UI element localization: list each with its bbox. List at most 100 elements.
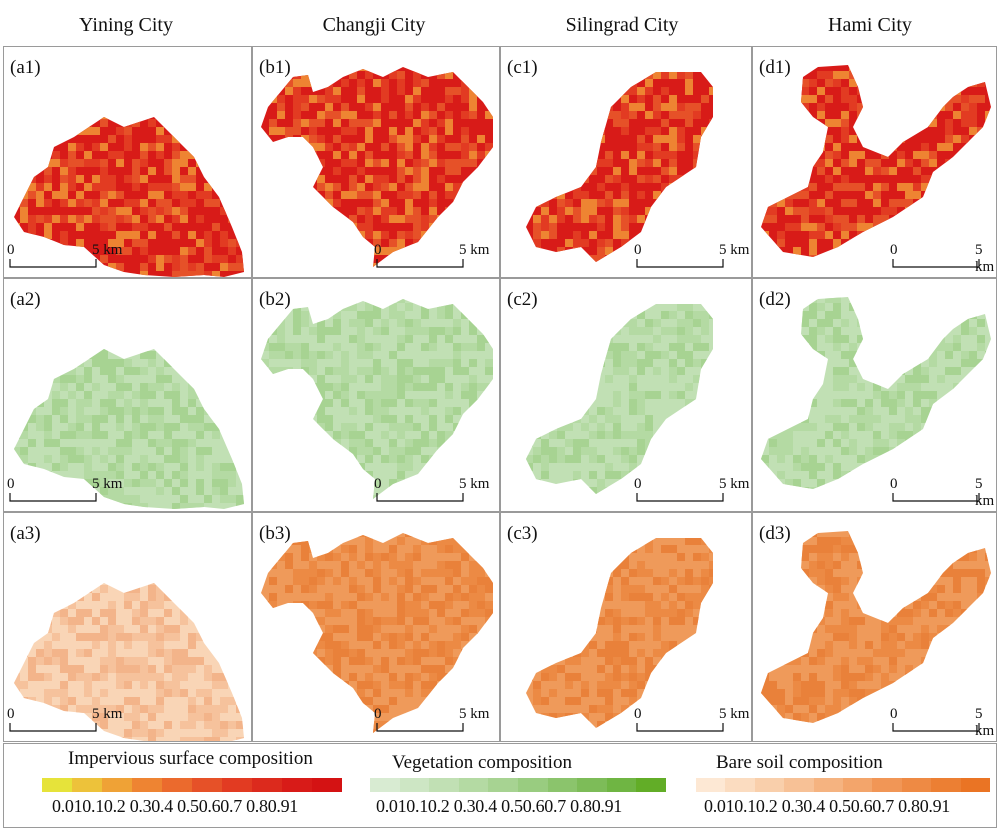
colorbar-swatch — [399, 778, 430, 792]
legend-ticks-vegetation: 0.010.10.2 0.30.4 0.50.60.7 0.80.91 — [376, 796, 623, 816]
city-raster-map — [9, 583, 244, 741]
colorbar-swatch — [42, 778, 72, 792]
city-raster-map — [526, 538, 724, 732]
colorbar-swatch — [488, 778, 518, 792]
scalebar-distance: 5 km — [92, 476, 123, 492]
colorbar-swatch — [517, 778, 548, 792]
colorbar-swatch — [843, 778, 873, 792]
column-title: Hami City — [828, 14, 912, 36]
city-raster-map — [526, 304, 724, 502]
panel-label: (a1) — [10, 57, 41, 78]
legend-title-baresoil: Bare soil composition — [716, 752, 883, 773]
column-title: Yining City — [79, 14, 173, 36]
city-raster-map — [761, 531, 991, 732]
map-panel-baresoil-1: (a3) 0 5 km — [3, 512, 252, 742]
colorbar-swatch — [429, 778, 459, 792]
colorbar-vegetation — [370, 778, 666, 792]
colorbar-swatch — [252, 778, 282, 792]
scalebar-line — [892, 723, 980, 732]
scalebar-line — [636, 723, 724, 732]
colorbar-swatch — [547, 778, 578, 792]
scalebar-distance: 5 km — [459, 242, 490, 258]
colorbar-swatch — [72, 778, 102, 792]
scalebar-distance: 5 km — [975, 476, 995, 509]
legend: Impervious surface composition 0.010.10.… — [3, 743, 997, 828]
legend-title-impervious: Impervious surface composition — [68, 748, 313, 769]
colorbar-swatch — [784, 778, 814, 792]
panel-label: (c2) — [507, 289, 538, 310]
colorbar-baresoil — [696, 778, 991, 792]
map-panel-vegetation-4: (d2) 0 5 km — [752, 278, 997, 512]
map-panel-impervious-4: (d1) 0 5 km — [752, 46, 997, 278]
scalebar-distance: 5 km — [459, 476, 490, 492]
colorbar-impervious — [42, 778, 342, 792]
scalebar-distance: 5 km — [975, 706, 995, 739]
map-panel-vegetation-2: (b2) 0 5 km — [252, 278, 500, 512]
city-raster-map — [261, 299, 493, 502]
colorbar-swatch — [370, 778, 400, 792]
scalebar-distance: 5 km — [92, 242, 123, 258]
map-panel-baresoil-4: (d3) 0 5 km — [752, 512, 997, 742]
column-title: Changji City — [322, 14, 426, 36]
colorbar-swatch — [813, 778, 844, 792]
scalebar-line — [376, 723, 464, 732]
colorbar-swatch — [636, 778, 666, 792]
city-raster-map — [526, 72, 724, 268]
colorbar-swatch — [606, 778, 637, 792]
legend-ticks-baresoil: 0.010.10.2 0.30.4 0.50.60.7 0.80.91 — [704, 796, 951, 816]
map-panel-baresoil-3: (c3) 0 5 km — [500, 512, 752, 742]
colorbar-swatch — [901, 778, 932, 792]
colorbar-swatch — [282, 778, 312, 792]
scalebar-zero: 0 — [374, 242, 382, 258]
city-raster-map — [261, 67, 493, 268]
colorbar-swatch — [577, 778, 607, 792]
colorbar-swatch — [458, 778, 489, 792]
scalebar-line — [636, 493, 724, 502]
legend-ticks-impervious: 0.010.10.2 0.30.4 0.50.60.7 0.80.91 — [52, 796, 299, 816]
colorbar-swatch — [162, 778, 192, 792]
city-raster-map — [9, 349, 244, 509]
colorbar-swatch — [102, 778, 132, 792]
colorbar-swatch — [725, 778, 755, 792]
scalebar-zero: 0 — [374, 706, 382, 722]
scalebar-line — [9, 723, 97, 732]
panel-label: (a2) — [10, 289, 41, 310]
city-raster-map — [761, 297, 991, 502]
colorbar-swatch — [931, 778, 961, 792]
scalebar-line — [9, 493, 97, 502]
scalebar-distance: 5 km — [719, 242, 750, 258]
scalebar-zero: 0 — [374, 476, 382, 492]
scalebar-line — [376, 259, 464, 268]
panel-label: (d3) — [759, 523, 791, 544]
scalebar-zero: 0 — [890, 476, 898, 492]
scalebar-distance: 5 km — [92, 706, 123, 722]
panel-label: (d1) — [759, 57, 791, 78]
map-panel-vegetation-3: (c2) 0 5 km — [500, 278, 752, 512]
scalebar-zero: 0 — [890, 706, 898, 722]
scalebar-distance: 5 km — [719, 476, 750, 492]
legend-title-vegetation: Vegetation composition — [392, 752, 572, 773]
city-raster-map — [761, 65, 991, 268]
scalebar-line — [376, 493, 464, 502]
colorbar-swatch — [312, 778, 342, 792]
panel-label: (a3) — [10, 523, 41, 544]
scalebar-distance: 5 km — [719, 706, 750, 722]
scalebar-distance: 5 km — [975, 242, 995, 275]
colorbar-swatch — [192, 778, 222, 792]
scalebar-zero: 0 — [634, 242, 642, 258]
city-raster-map — [9, 117, 244, 277]
map-panel-impervious-1: (a1) 0 5 km — [3, 46, 252, 278]
scalebar-zero: 0 — [7, 706, 15, 722]
colorbar-swatch — [960, 778, 991, 792]
panel-label: (d2) — [759, 289, 791, 310]
colorbar-swatch — [754, 778, 785, 792]
scalebar-distance: 5 km — [459, 706, 490, 722]
scalebar-line — [9, 259, 97, 268]
scalebar-line — [636, 259, 724, 268]
panel-label: (b3) — [259, 523, 291, 544]
colorbar-swatch — [872, 778, 902, 792]
panel-label: (b2) — [259, 289, 291, 310]
map-panel-baresoil-2: (b3) 0 5 km — [252, 512, 500, 742]
column-title: Silingrad City — [565, 14, 679, 36]
map-panel-impervious-2: (b1) 0 5 km — [252, 46, 500, 278]
